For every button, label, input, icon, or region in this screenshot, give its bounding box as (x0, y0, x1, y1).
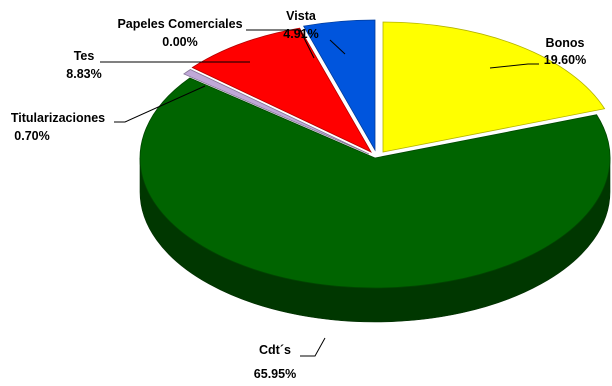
label-tes-name: Tes (74, 49, 95, 63)
label-vista-name: Vista (286, 9, 317, 23)
pie-labels: Bonos 19.60% Cdt´s 65.95% Titularizacion… (11, 9, 586, 381)
slice-cdt-s (139, 77, 611, 289)
slice-bonos (382, 21, 606, 153)
label-bonos-name: Bonos (546, 36, 585, 50)
leader-titularizaciones (114, 85, 206, 123)
pie-tops (139, 19, 611, 289)
label-bonos-value: 19.60% (544, 53, 586, 67)
slice-vista (303, 19, 376, 152)
label-cdts-name: Cdt´s (259, 343, 291, 357)
label-vista-value: 4.91% (283, 27, 318, 41)
label-tes-value: 8.83% (66, 67, 101, 81)
leader-vista (329, 39, 346, 55)
slice-titularizaciones (183, 69, 370, 155)
leader-cdts (300, 337, 326, 357)
slice-tes (191, 27, 372, 153)
label-titularizaciones-value: 0.70% (14, 129, 49, 143)
label-papeles-value: 0.00% (162, 35, 197, 49)
label-papeles-name: Papeles Comerciales (117, 17, 242, 31)
leader-bonos (489, 63, 539, 69)
leader-lines (100, 29, 539, 357)
label-titularizaciones-name: Titularizaciones (11, 111, 105, 125)
label-cdts-value: 65.95% (254, 367, 296, 381)
leader-papeles (246, 29, 315, 59)
